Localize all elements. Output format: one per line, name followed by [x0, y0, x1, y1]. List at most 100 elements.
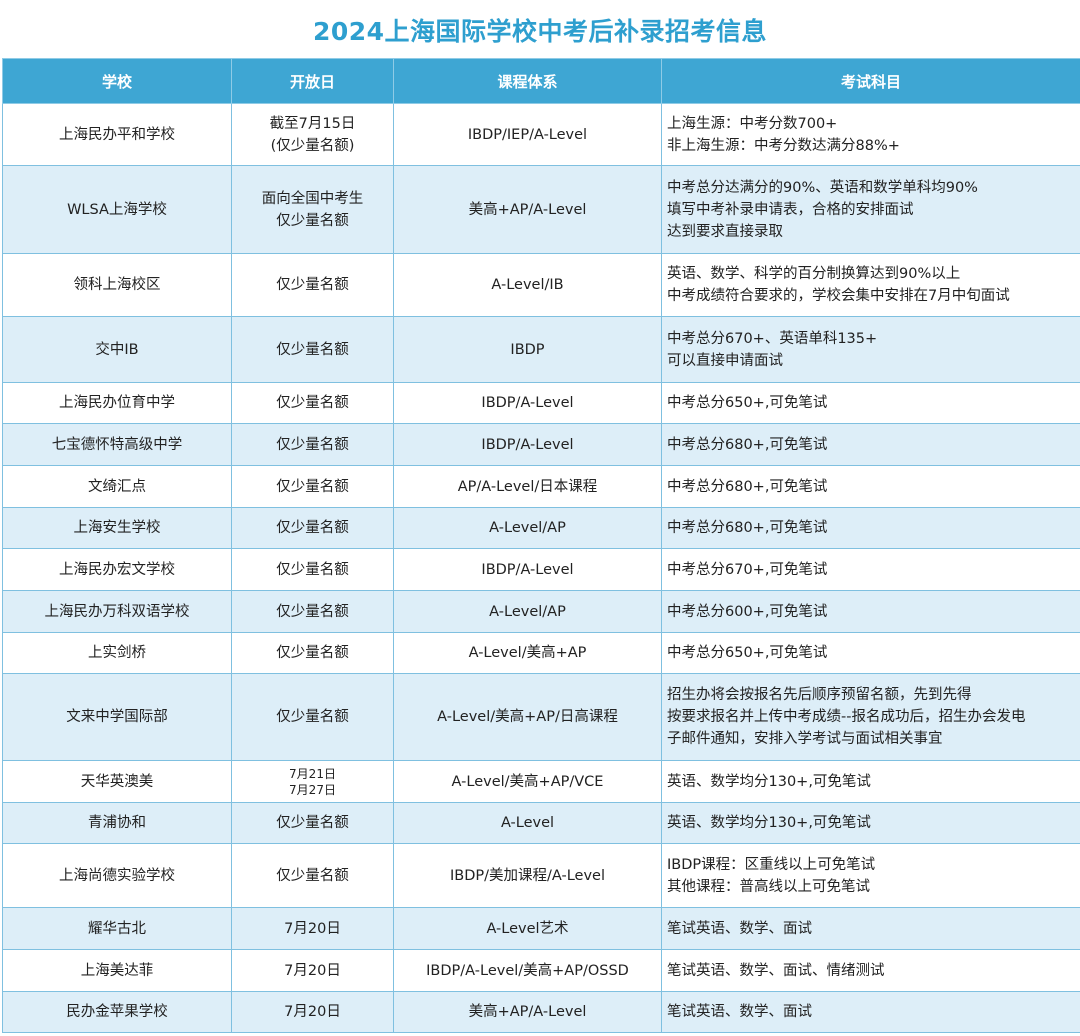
exam-cell-line: 可以直接申请面试 — [667, 352, 783, 369]
table-row: 民办金苹果学校 7月20日 美高+AP/A-Level 笔试英语、数学、面试 — [2, 991, 1080, 1033]
school-cell: 七宝德怀特高级中学 — [2, 423, 232, 466]
table-row: 上海美达菲 7月20日 IBDP/A-Level/美高+AP/OSSD 笔试英语、数学… — [2, 949, 1080, 992]
table-header: 学校 开放日 课程体系 考试科目 — [2, 58, 1080, 104]
open-day-cell-line: 仅少量名额 — [276, 520, 349, 536]
open-day-cell: 仅少量名额 — [231, 382, 394, 424]
exam-cell: 笔试英语、数学、面试 — [661, 991, 1080, 1033]
exam-cell: 中考总分670+,可免笔试 — [661, 548, 1080, 591]
exam-cell: 中考总分650+,可免笔试 — [661, 632, 1080, 674]
header-open-day: 开放日 — [231, 58, 394, 104]
exam-cell: 中考总分670+、英语单科135+ 可以直接申请面试 — [661, 316, 1080, 383]
open-day-cell: 仅少量名额 — [231, 632, 394, 674]
curriculum-cell: IBDP/IEP/A-Level — [393, 103, 662, 166]
curriculum-cell: 美高+AP/A-Level — [393, 991, 662, 1033]
open-day-cell-line: 7月27日 — [289, 782, 336, 797]
exam-cell-line: 按要求报名并上传中考成绩--报名成功后，招生办会发电 — [667, 709, 1026, 725]
exam-cell-line: 中考总分680+,可免笔试 — [667, 520, 828, 536]
open-day-cell: 仅少量名额 — [231, 548, 394, 591]
open-day-cell-line: 仅少量名额 — [276, 212, 349, 229]
open-day-cell-line: 7月20日 — [284, 920, 341, 937]
curriculum-cell: A-Level/美高+AP — [393, 632, 662, 674]
header-exam: 考试科目 — [661, 58, 1080, 104]
exam-cell: 中考总分680+,可免笔试 — [661, 423, 1080, 466]
open-day-cell: 仅少量名额 — [231, 253, 394, 317]
curriculum-cell: IBDP/A-Level/美高+AP/OSSD — [393, 949, 662, 992]
open-day-cell-line: (仅少量名额) — [270, 137, 355, 154]
exam-cell-line: IBDP课程：区重线以上可免笔试 — [667, 856, 876, 873]
school-cell: 上海安生学校 — [2, 507, 232, 549]
curriculum-cell: A-Level/美高+AP/日高课程 — [393, 673, 662, 761]
school-cell: 上实剑桥 — [2, 632, 232, 674]
open-day-cell-line: 7月20日 — [284, 962, 341, 979]
school-cell: 文来中学国际部 — [2, 673, 232, 761]
table-row: 上海安生学校 仅少量名额 A-Level/AP 中考总分680+,可免笔试 — [2, 507, 1080, 549]
header-school: 学校 — [2, 58, 232, 104]
exam-cell: IBDP课程：区重线以上可免笔试 其他课程：普高线以上可免笔试 — [661, 843, 1080, 908]
curriculum-cell: A-Level/IB — [393, 253, 662, 317]
table-row: 七宝德怀特高级中学 仅少量名额 IBDP/A-Level 中考总分680+,可免笔试 — [2, 423, 1080, 466]
curriculum-cell: A-Level/美高+AP/VCE — [393, 760, 662, 803]
open-day-cell-line: 仅少量名额 — [276, 478, 349, 495]
table-row: 上海尚德实验学校 仅少量名额 IBDP/美加课程/A-Level IBDP课程：区重线… — [2, 843, 1080, 908]
exam-cell: 招生办将会按报名先后顺序预留名额，先到先得按要求报名并上传中考成绩--报名成功后… — [661, 673, 1080, 761]
open-day-cell: 仅少量名额 — [231, 465, 394, 508]
exam-cell: 笔试英语、数学、面试 — [661, 907, 1080, 950]
curriculum-cell: IBDP — [393, 316, 662, 383]
school-cell: 上海美达菲 — [2, 949, 232, 992]
exam-cell-line: 中考总分670+,可免笔试 — [667, 561, 828, 578]
open-day-cell-line: 仅少量名额 — [276, 395, 349, 411]
curriculum-cell: A-Level艺术 — [393, 907, 662, 950]
open-day-cell: 仅少量名额 — [231, 673, 394, 761]
table-row: WLSA上海学校 面向全国中考生 仅少量名额 美高+AP/A-Level 中考总分达满分… — [2, 165, 1080, 254]
exam-cell-line: 其他课程：普高线以上可免笔试 — [667, 878, 870, 895]
exam-cell-line: 笔试英语、数学、面试、情绪测试 — [667, 962, 885, 979]
open-day-cell: 仅少量名额 — [231, 590, 394, 633]
open-day-cell-line: 仅少量名额 — [276, 436, 349, 453]
exam-cell-line: 英语、数学、科学的百分制换算达到90%以上 — [667, 266, 961, 282]
curriculum-cell: IBDP/美加课程/A-Level — [393, 843, 662, 908]
curriculum-cell: 美高+AP/A-Level — [393, 165, 662, 254]
table-row: 耀华古北 7月20日 A-Level艺术 笔试英语、数学、面试 — [2, 907, 1080, 950]
exam-cell-line: 英语、数学均分130+,可免笔试 — [667, 773, 871, 790]
exam-cell-line: 中考总分680+,可免笔试 — [667, 478, 828, 495]
school-cell: 文绮汇点 — [2, 465, 232, 508]
table-row: 交中IB 仅少量名额 IBDP 中考总分670+、英语单科135+ 可以直接申请面试 — [2, 316, 1080, 383]
open-day-cell-line: 7月21日 — [289, 766, 336, 781]
admission-table: 学校 开放日 课程体系 考试科目 上海民办平和学校 截至7月15日 (仅少量名额) I… — [2, 58, 1080, 1033]
open-day-cell: 仅少量名额 — [231, 423, 394, 466]
school-cell: 上海民办宏文学校 — [2, 548, 232, 591]
school-cell: 上海民办平和学校 — [2, 103, 232, 166]
header-curriculum: 课程体系 — [393, 58, 662, 104]
open-day-cell-line: 仅少量名额 — [276, 709, 349, 725]
exam-cell-line: 笔试英语、数学、面试 — [667, 920, 812, 937]
exam-cell: 中考总分650+,可免笔试 — [661, 382, 1080, 424]
open-day-cell-line: 面向全国中考生 — [261, 190, 364, 207]
open-day-cell-line: 仅少量名额 — [276, 603, 349, 620]
exam-cell: 英语、数学均分130+,可免笔试 — [661, 802, 1080, 844]
table-row: 天华英澳美 7月21日 7月27日 A-Level/美高+AP/VCE 英语、数学均分1… — [2, 760, 1080, 803]
open-day-cell-line: 仅少量名额 — [276, 815, 349, 831]
table-row: 上海民办万科双语学校 仅少量名额 A-Level/AP 中考总分600+,可免笔试 — [2, 590, 1080, 633]
open-day-cell-line: 仅少量名额 — [276, 341, 349, 358]
table-row: 领科上海校区 仅少量名额 A-Level/IB 英语、数学、科学的百分制换算达到90%… — [2, 253, 1080, 317]
curriculum-cell: IBDP/A-Level — [393, 423, 662, 466]
table-row: 青浦协和 仅少量名额 A-Level 英语、数学均分130+,可免笔试 — [2, 802, 1080, 844]
table-row: 文来中学国际部 仅少量名额 A-Level/美高+AP/日高课程 招生办将会按报名先后… — [2, 673, 1080, 761]
open-day-cell: 仅少量名额 — [231, 802, 394, 844]
exam-cell: 笔试英语、数学、面试、情绪测试 — [661, 949, 1080, 992]
school-cell: 交中IB — [2, 316, 232, 383]
curriculum-cell: IBDP/A-Level — [393, 548, 662, 591]
exam-cell: 中考总分达满分的90%、英语和数学单科均90% 填写中考补录申请表，合格的安排面试… — [661, 165, 1080, 254]
school-cell: 领科上海校区 — [2, 253, 232, 317]
exam-cell: 中考总分600+,可免笔试 — [661, 590, 1080, 633]
open-day-cell: 7月20日 — [231, 949, 394, 992]
exam-cell-line: 中考总分680+,可免笔试 — [667, 436, 828, 453]
open-day-cell: 面向全国中考生 仅少量名额 — [231, 165, 394, 254]
curriculum-cell: A-Level/AP — [393, 590, 662, 633]
exam-cell-line: 招生办将会按报名先后顺序预留名额，先到先得 — [667, 687, 972, 703]
table-row: 文绮汇点 仅少量名额 AP/A-Level/日本课程 中考总分680+,可免笔试 — [2, 465, 1080, 508]
school-cell: 青浦协和 — [2, 802, 232, 844]
exam-cell-line: 子邮件通知，安排入学考试与面试相关事宜 — [667, 731, 943, 747]
open-day-cell: 仅少量名额 — [231, 843, 394, 908]
curriculum-cell: IBDP/A-Level — [393, 382, 662, 424]
